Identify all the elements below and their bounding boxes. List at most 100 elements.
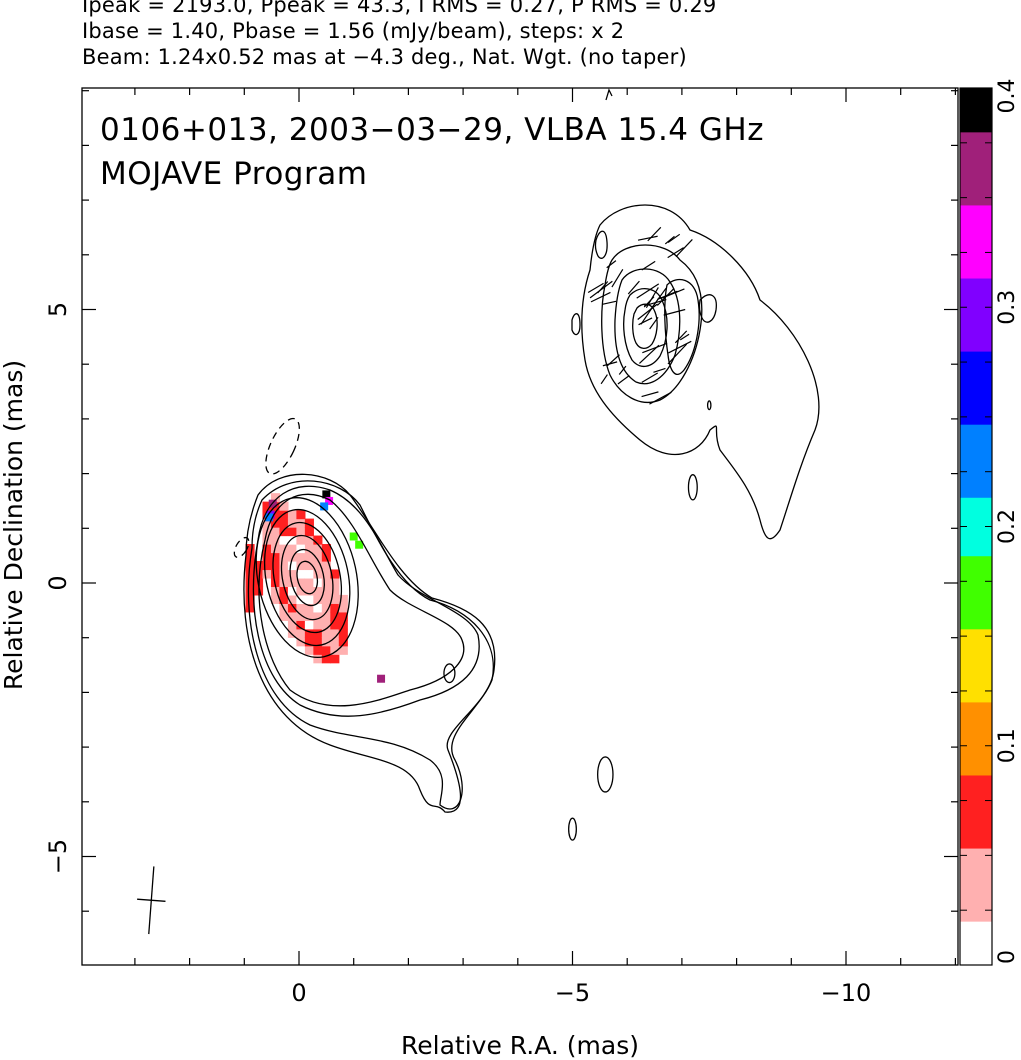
evpa-vector [663,308,686,316]
colorbar-swatch [960,394,992,411]
contour-line [601,244,703,404]
header-line-3: Beam: 1.24x0.52 mas at −4.3 deg., Nat. W… [82,45,687,69]
pol-pixel [254,569,264,579]
pol-pixel [321,628,331,638]
pol-pixel [296,620,306,630]
colorbar-swatch [960,234,992,250]
pol-pixel [304,560,314,571]
pol-pixel [287,535,298,545]
evpa-vector [637,303,658,320]
contour-line [272,521,342,634]
header-line-2: Ibase = 1.40, Pbase = 1.56 (mJy/beam), s… [82,19,625,43]
pol-pixel [304,577,314,588]
colorbar-swatch [960,278,992,294]
colorbar-swatch [960,511,992,527]
contour-line [443,663,456,684]
contour-line [687,474,698,501]
contour-line [614,268,681,385]
colorbar-swatch [960,906,992,922]
colorbar-swatch [960,88,992,104]
pol-pixel [279,611,289,621]
colorbar-swatch [960,804,992,820]
pol-pixel [330,654,340,664]
x-tick-label: −5 [555,979,590,1007]
contour-line [698,294,717,323]
pol-pixel [355,540,364,549]
pol-pixel [296,510,306,520]
pol-pixel [330,603,340,613]
evpa-vector [649,316,659,330]
colorbar-swatch [960,877,992,893]
y-tick-label: −5 [44,839,72,874]
pol-pixel [262,518,272,528]
total-intensity-contours [233,88,820,841]
pol-pixel [245,586,255,596]
pol-pixel [330,637,340,647]
evpa-vector [667,247,684,259]
pol-pixel [245,603,255,613]
pol-pixel [321,645,331,655]
pol-pixel [279,569,289,579]
evpa-vector [590,291,611,303]
contour-line [597,756,614,793]
evpa-vector [641,260,656,271]
colorbar-swatch [960,424,992,440]
pol-pixel [262,501,272,511]
pol-pixel [287,586,298,596]
evpa-vector [641,372,658,383]
contour-line [263,508,351,647]
pol-pixel [296,569,306,579]
colorbar-swatch [960,409,992,425]
colorbar-swatch [960,891,992,908]
pol-pixel [270,569,281,579]
chart-subtitle: MOJAVE Program [100,156,367,192]
pol-pixel [304,518,314,528]
colorbar-swatch [960,161,992,177]
pol-pixel [287,628,298,638]
evpa-vector [627,280,640,295]
pol-pixel [338,611,348,621]
pol-pixel [296,611,306,621]
colorbar-swatch [960,789,992,805]
pol-pixel [330,620,340,630]
pol-pixel [338,603,348,613]
plot-frame [81,87,959,966]
pol-pixel [279,577,289,588]
pol-pixel [304,552,314,562]
pol-pixel [304,527,314,537]
colorbar-swatch [960,774,992,791]
pol-pixel [338,628,348,638]
pol-pixel [296,560,306,571]
pol-pixel [287,527,298,537]
pol-pixel [322,490,331,499]
colorbar-swatch [960,833,992,849]
pol-pixel [245,594,255,604]
evpa-vector [653,367,666,373]
pol-pixel [313,586,323,596]
beam-minor-axis [137,898,166,902]
pol-pixel [264,513,273,522]
pol-pixel [270,577,281,588]
pol-pixel [287,569,298,579]
colorbar-swatch [960,497,992,513]
contour-line [706,400,712,411]
evpa-vector [674,330,688,344]
colorbar: 0 0.1 0.2 0.3 0.4 [959,79,1020,966]
contour-line [664,278,700,375]
pol-pixel [325,496,334,505]
colorbar-swatch [960,687,992,703]
colorbar-swatch [960,848,992,864]
colorbar-swatch [960,468,992,484]
colorbar-tick-label: 0 [995,950,1020,964]
pol-pixel [296,594,306,604]
colorbar-swatch [960,716,992,732]
pol-pixel [321,611,331,621]
pol-pixel [296,577,306,588]
pol-pixel [287,560,298,571]
pol-pixel [313,603,323,613]
colorbar-swatch [960,658,992,674]
pol-pixel [270,586,281,596]
contour-line [296,560,319,595]
pol-pixel [270,594,281,604]
evpa-vector [602,361,618,367]
